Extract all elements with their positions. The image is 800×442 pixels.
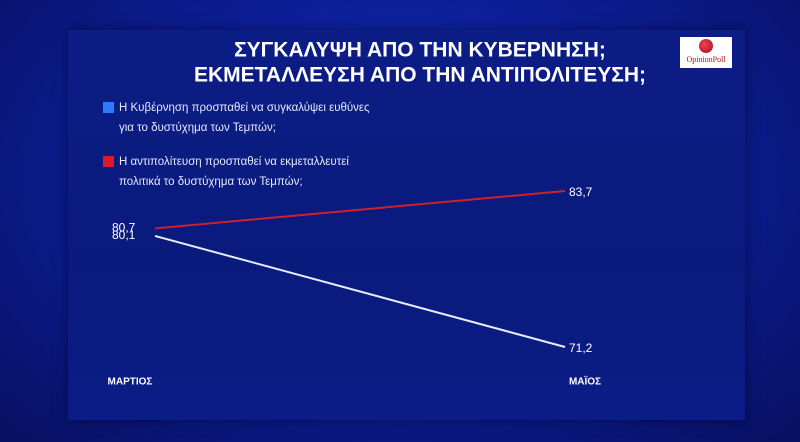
chart-title: ΣΥΓΚΑΛΥΨΗ ΑΠΟ ΤΗΝ ΚΥΒΕΡΝΗΣΗ; bbox=[234, 39, 606, 62]
panel bbox=[68, 30, 745, 420]
legend-label: Η Κυβέρνηση προσπαθεί να συγκαλύψει ευθύ… bbox=[119, 102, 370, 134]
logo-text: OpinionPoll bbox=[686, 55, 726, 64]
legend-item: Η Κυβέρνηση προσπαθεί να συγκαλύψει ευθύ… bbox=[103, 98, 379, 138]
value-label: 71,2 bbox=[569, 341, 593, 355]
legend-label: Η αντιπολίτευση προσπαθεί να εκμεταλλευτ… bbox=[119, 156, 349, 188]
chart-subtitle: ΕΚΜΕΤΑΛΛΕΥΣΗ ΑΠΟ ΤΗΝ ΑΝΤΙΠΟΛΙΤΕΥΣΗ; bbox=[194, 64, 646, 87]
value-label: 83,7 bbox=[569, 185, 593, 199]
legend-swatch bbox=[103, 156, 114, 167]
line bbox=[154, 190, 566, 230]
x-tick-label: ΜΑΡΤΙΟΣ bbox=[108, 377, 153, 388]
logo: OpinionPoll bbox=[680, 37, 732, 68]
value-label: 80,7 bbox=[112, 221, 136, 235]
logo-icon bbox=[699, 39, 713, 53]
legend-item: Η αντιπολίτευση προσπαθεί να εκμεταλλευτ… bbox=[103, 152, 379, 192]
x-tick-label: ΜΑΪΟΣ bbox=[569, 375, 601, 388]
value-label: 80,1 bbox=[112, 228, 136, 242]
line bbox=[154, 234, 566, 348]
legend-swatch bbox=[103, 102, 114, 113]
